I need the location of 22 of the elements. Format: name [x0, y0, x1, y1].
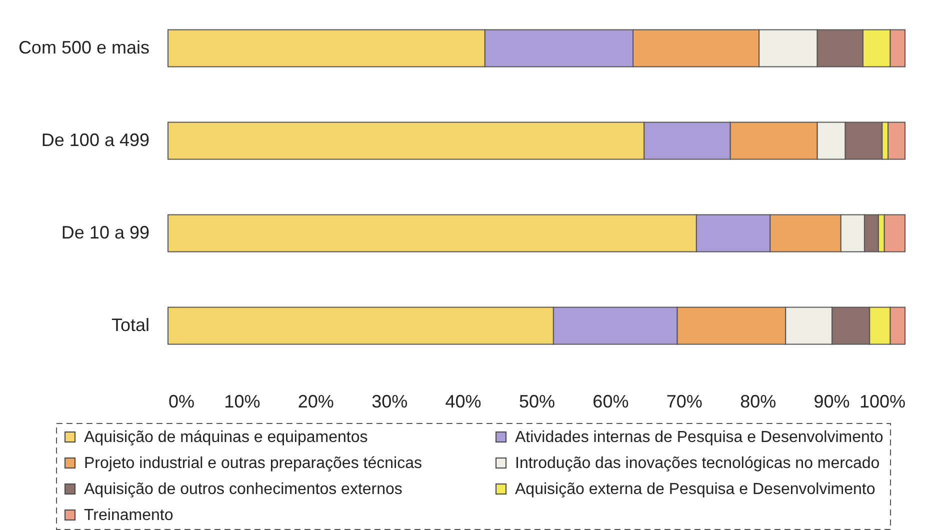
- x-tick-label: 10%: [224, 392, 260, 412]
- legend-label: Aquisição de máquinas e equipamentos: [84, 429, 368, 446]
- x-tick-label: 30%: [372, 392, 408, 412]
- y-tick-label: Com 500 e mais: [18, 37, 150, 58]
- x-tick-label: 20%: [298, 392, 334, 412]
- y-tick-label: De 100 a 499: [41, 130, 150, 150]
- x-tick-label: 90%: [814, 392, 850, 412]
- x-tick-label: 60%: [592, 392, 629, 412]
- y-tick-label: De 10 a 99: [61, 222, 150, 242]
- x-tick-label: 40%: [445, 392, 482, 412]
- x-tick-label: 0%: [168, 392, 195, 412]
- legend-label: Aquisição de outros conhecimentos externos: [84, 481, 402, 498]
- x-tick-label: 70%: [666, 392, 702, 412]
- legend-label: Treinamento: [84, 507, 174, 524]
- legend-label: Introdução das inovações tecnológicas no mercado: [515, 455, 880, 472]
- x-tick-label: 100%: [859, 392, 906, 412]
- legend-label: Atividades internas de Pesquisa e Desenvolvimento: [515, 429, 884, 446]
- legend-label: Projeto industrial e outras preparações técnicas: [84, 455, 422, 472]
- x-tick-label: 80%: [740, 392, 776, 412]
- legend-label: Aquisição externa de Pesquisa e Desenvolvimento: [515, 481, 876, 498]
- y-tick-label: Total: [111, 314, 150, 335]
- x-tick-label: 50%: [518, 392, 556, 412]
